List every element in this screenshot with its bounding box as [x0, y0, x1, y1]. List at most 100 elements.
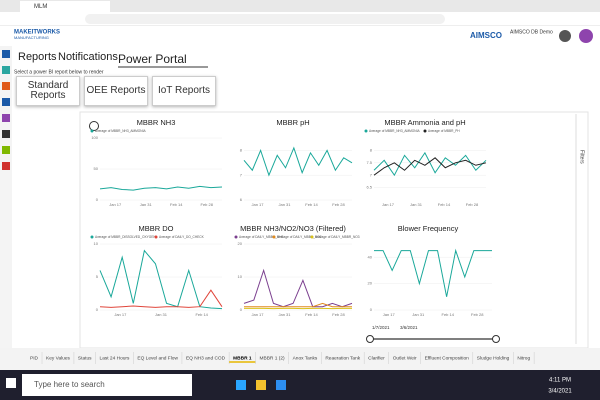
- legend-label: Average of MBBR_NH3_AMMONIA: [369, 129, 420, 133]
- y-tick-label: 40: [368, 254, 373, 259]
- page-tab[interactable]: Last 24 Hours: [100, 355, 130, 361]
- chart-title: MBBR pH: [276, 118, 309, 127]
- page-tab[interactable]: Status: [78, 355, 92, 361]
- series-line: [99, 185, 223, 191]
- page-tab[interactable]: Anox Tanks: [293, 355, 318, 361]
- tab[interactable]: [20, 1, 110, 12]
- series-line: [374, 248, 492, 297]
- page-tab[interactable]: MBBR 1: [233, 355, 252, 361]
- x-tick-label: Feb 14: [442, 312, 455, 317]
- y-tick-label: 5: [96, 274, 99, 279]
- avatar[interactable]: [579, 29, 593, 43]
- page-tab[interactable]: Reaeration Tank: [325, 355, 360, 361]
- sidebar-icon[interactable]: [2, 98, 10, 106]
- settings-icon[interactable]: [559, 30, 571, 42]
- legend-swatch: [90, 129, 94, 133]
- y-tick-label: 0: [370, 307, 373, 312]
- start-button[interactable]: [6, 378, 16, 388]
- slicer-handle[interactable]: [492, 335, 500, 343]
- nav-link-active[interactable]: Power Portal: [118, 52, 187, 66]
- report-button[interactable]: OEE Reports: [84, 76, 148, 106]
- page-tab[interactable]: Key Values: [46, 355, 71, 361]
- series-line: [243, 268, 353, 308]
- y-tick-label: 7: [370, 172, 373, 177]
- legend-label: Average of MBBR_DISSOLVED_OXYGEN: [95, 235, 156, 239]
- y-tick-label: 10: [94, 241, 99, 246]
- y-tick-label: 6: [240, 197, 243, 202]
- nav-link[interactable]: Notifications: [58, 51, 118, 63]
- sidebar-icon[interactable]: [2, 162, 10, 170]
- page-tab[interactable]: Outlet Weir: [393, 355, 417, 361]
- y-tick-label: 6.5: [366, 185, 372, 190]
- y-tick-label: 8: [370, 147, 373, 152]
- page-tab[interactable]: PID: [30, 355, 39, 361]
- report-button[interactable]: IoT Reports: [152, 76, 216, 106]
- page-tab[interactable]: Nitrog: [517, 355, 530, 361]
- report-button[interactable]: Standard Reports: [16, 76, 80, 106]
- page-tab[interactable]: EQ Level and Flow: [137, 355, 178, 361]
- legend-swatch: [272, 235, 276, 239]
- y-tick-label: 0: [96, 307, 99, 312]
- y-tick-label: 7.5: [366, 160, 372, 165]
- x-tick-label: Feb 14: [438, 202, 451, 207]
- tab-title: MLM: [34, 4, 47, 10]
- page-tab[interactable]: Sludge Holding: [477, 355, 510, 361]
- account: AIMSCO DB Demo: [510, 29, 553, 35]
- search-box[interactable]: [22, 374, 192, 396]
- chart-title: Blower Frequency: [398, 224, 459, 233]
- slicer-handle[interactable]: [366, 335, 374, 343]
- series-line: [373, 157, 487, 176]
- filters-pane[interactable]: Filters: [579, 150, 585, 164]
- series-line: [99, 249, 223, 310]
- sidebar-icon[interactable]: [2, 66, 10, 74]
- series-line: [243, 146, 353, 177]
- legend-label: Average of MBBR_PH: [428, 129, 460, 133]
- legend-swatch: [364, 129, 368, 133]
- y-tick-label: 7: [240, 172, 243, 177]
- back-button[interactable]: [89, 121, 99, 131]
- brand: AIMSCO: [470, 31, 502, 40]
- x-tick-label: Jan 17: [382, 202, 395, 207]
- logo: MAKEITWORKS: [14, 30, 60, 36]
- tab-bar: [0, 0, 600, 12]
- nav-link[interactable]: Reports: [18, 51, 57, 63]
- x-tick-label: Jan 31: [155, 312, 168, 317]
- y-tick-label: 20: [238, 241, 243, 246]
- x-tick-label: Jan 17: [251, 312, 264, 317]
- legend-label: Average of DAILY_MBBR_NH3: [239, 235, 284, 239]
- x-tick-label: Jan 17: [251, 202, 264, 207]
- prompt: Select a power BI report below to render: [14, 69, 104, 75]
- taskbar-app[interactable]: [276, 380, 286, 390]
- chart-title: MBBR NH3/NO2/NO3 (Filtered): [240, 224, 346, 233]
- x-tick-label: Feb 28: [201, 202, 214, 207]
- page-tab[interactable]: Effluent Composition: [425, 355, 470, 361]
- url-field[interactable]: [85, 14, 445, 24]
- slicer-end: 3/6/2021: [400, 325, 418, 330]
- x-tick-label: Feb 28: [466, 202, 479, 207]
- sidebar-icon[interactable]: [2, 146, 10, 154]
- page-tab[interactable]: Clarifier: [368, 355, 385, 361]
- page-tab[interactable]: EQ NH3 and COD: [186, 355, 226, 361]
- logo-sub: MANUFACTURING: [14, 35, 49, 40]
- taskbar-app[interactable]: [236, 380, 246, 390]
- sidebar-icon[interactable]: [2, 82, 10, 90]
- page-tab[interactable]: MBBR 1 (2): [260, 355, 285, 361]
- y-tick-label: 50: [94, 166, 99, 171]
- chart-title: MBBR Ammonia and pH: [384, 118, 465, 127]
- x-tick-label: Jan 17: [114, 312, 127, 317]
- x-tick-label: Jan 31: [412, 312, 425, 317]
- clock-time: 4:11 PM: [549, 378, 571, 384]
- y-tick-label: 20: [368, 281, 373, 286]
- x-tick-label: Jan 17: [383, 312, 396, 317]
- x-tick-label: Jan 31: [410, 202, 423, 207]
- x-tick-label: Feb 14: [195, 312, 208, 317]
- taskbar-app[interactable]: [256, 380, 266, 390]
- sidebar-icon[interactable]: [2, 50, 10, 58]
- sidebar-icon[interactable]: [2, 114, 10, 122]
- page-tab-bar: [0, 348, 600, 370]
- app-header: [0, 26, 600, 46]
- sidebar-icon[interactable]: [2, 130, 10, 138]
- x-tick-label: Feb 28: [332, 312, 345, 317]
